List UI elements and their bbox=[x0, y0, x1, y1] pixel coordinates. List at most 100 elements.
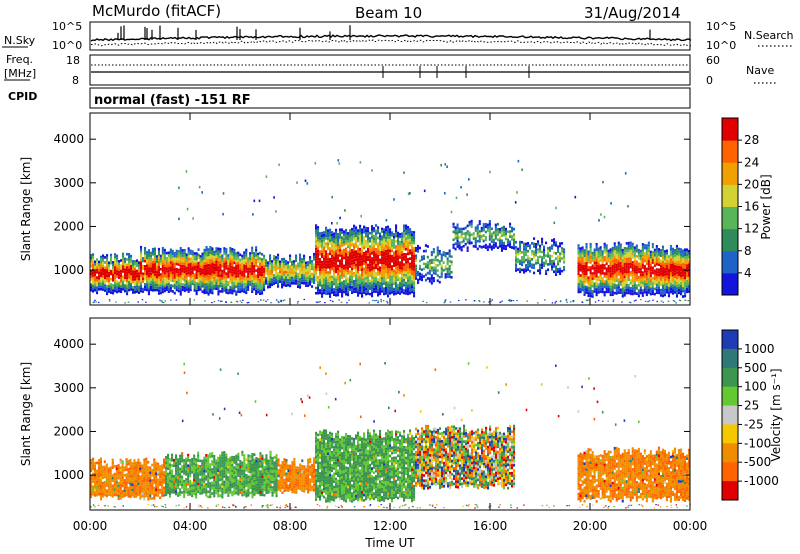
echo-cell bbox=[229, 265, 232, 268]
echo-cell bbox=[583, 270, 586, 273]
echo-cell bbox=[325, 281, 328, 285]
beam-title: Beam 10 bbox=[355, 4, 422, 22]
echo-cell bbox=[122, 275, 125, 278]
echo-cell bbox=[297, 262, 300, 266]
echo-cell bbox=[478, 245, 481, 248]
echo-cell bbox=[369, 261, 372, 264]
echo-cell bbox=[335, 288, 338, 292]
echo-cell bbox=[682, 265, 685, 269]
echo-cell bbox=[357, 263, 360, 266]
echo-cell bbox=[165, 251, 168, 255]
colorbar-cell bbox=[722, 228, 738, 252]
echo-cell bbox=[138, 269, 141, 273]
echo-cell bbox=[547, 252, 550, 256]
echo-cell bbox=[117, 494, 120, 498]
echo-cell bbox=[413, 286, 416, 290]
echo-cell bbox=[673, 264, 676, 268]
echo-cell bbox=[397, 275, 400, 279]
echo-cell bbox=[424, 249, 427, 253]
echo-cell bbox=[175, 299, 178, 301]
echo-cell bbox=[93, 301, 95, 303]
echo-cell bbox=[531, 258, 534, 261]
echo-cell bbox=[189, 262, 192, 266]
echo-cell bbox=[203, 286, 206, 289]
echo-cell bbox=[361, 271, 364, 274]
echo-cell bbox=[611, 254, 614, 258]
echo-cell bbox=[688, 252, 691, 256]
echo-cell bbox=[333, 290, 336, 294]
echo-cell bbox=[311, 262, 314, 266]
echo-cell bbox=[407, 234, 410, 237]
echo-cell bbox=[331, 222, 333, 225]
echo-cell bbox=[225, 301, 227, 303]
echo-cell bbox=[159, 286, 162, 289]
echo-cell bbox=[317, 231, 320, 234]
echo-cell bbox=[667, 273, 670, 277]
echo-cell bbox=[289, 281, 292, 285]
echo-cell bbox=[431, 504, 434, 506]
echo-cell bbox=[581, 288, 584, 292]
echo-cell bbox=[189, 257, 192, 260]
echo-cell bbox=[261, 292, 264, 295]
echo-cell bbox=[617, 286, 620, 289]
echo-cell bbox=[583, 293, 586, 296]
echo-cell bbox=[405, 271, 408, 274]
echo-cell bbox=[335, 228, 338, 232]
echo-cell bbox=[217, 287, 220, 291]
echo-cell bbox=[515, 240, 518, 244]
echo-cell bbox=[615, 289, 618, 293]
echo-cell bbox=[177, 279, 180, 282]
echo-cell bbox=[315, 237, 318, 240]
echo-cell bbox=[297, 272, 300, 276]
echo-cell bbox=[531, 252, 534, 256]
echo-cell bbox=[293, 273, 296, 277]
echo-cell bbox=[391, 254, 394, 258]
echo-cell bbox=[243, 253, 246, 257]
y-tick-label: 2000 bbox=[53, 219, 84, 233]
echo-cell bbox=[122, 267, 125, 271]
echo-cell bbox=[417, 250, 420, 253]
echo-cell bbox=[403, 268, 406, 272]
echo-cell bbox=[446, 267, 449, 271]
echo-cell bbox=[317, 262, 320, 266]
echo-cell bbox=[337, 248, 340, 252]
echo-cell bbox=[341, 270, 344, 274]
echo-cell bbox=[413, 278, 416, 282]
echo-cell bbox=[157, 271, 160, 274]
echo-cell bbox=[147, 279, 150, 283]
echo-cell bbox=[653, 251, 656, 254]
echo-cell bbox=[205, 288, 208, 292]
echo-cell bbox=[405, 242, 408, 246]
echo-cell bbox=[387, 276, 390, 279]
echo-cell bbox=[663, 273, 666, 276]
echo-cell bbox=[275, 278, 278, 282]
echo-cell bbox=[411, 288, 414, 291]
echo-cell bbox=[633, 270, 636, 274]
echo-cell bbox=[199, 265, 202, 268]
echo-cell bbox=[94, 273, 97, 276]
echo-cell bbox=[159, 275, 162, 279]
echo-cell bbox=[371, 286, 374, 290]
echo-cell bbox=[261, 273, 264, 277]
echo-cell bbox=[221, 287, 224, 291]
echo-cell bbox=[581, 504, 584, 506]
echo-cell bbox=[581, 270, 584, 273]
echo-cell bbox=[409, 278, 412, 282]
echo-cell bbox=[655, 268, 658, 271]
echo-cell bbox=[635, 284, 638, 287]
echo-cell bbox=[395, 279, 398, 282]
echo-cell bbox=[193, 275, 196, 279]
echo-cell bbox=[257, 268, 260, 271]
echo-cell bbox=[500, 249, 503, 252]
echo-cell bbox=[581, 301, 583, 303]
echo-cell bbox=[201, 284, 204, 288]
echo-cell bbox=[151, 258, 154, 261]
echo-cell bbox=[199, 270, 202, 273]
echo-cell bbox=[629, 262, 632, 266]
echo-cell bbox=[432, 277, 435, 280]
echo-cell bbox=[97, 487, 100, 491]
echo-cell bbox=[373, 287, 376, 291]
echo-cell bbox=[363, 506, 366, 508]
echo-cell bbox=[430, 282, 433, 285]
echo-cell bbox=[361, 286, 364, 290]
